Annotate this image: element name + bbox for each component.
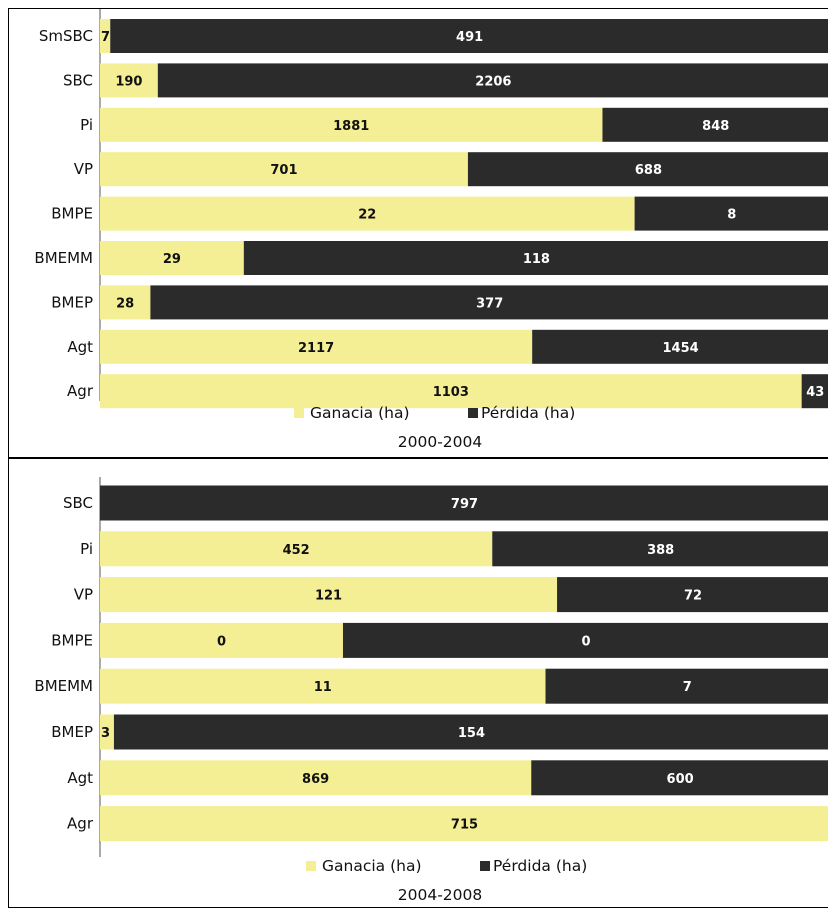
data-label-loss-bmep: 154: [458, 726, 485, 741]
category-label-vp: VP: [74, 160, 93, 178]
legend-label-loss: Pérdida (ha): [493, 857, 587, 875]
data-label-loss-bmemm: 118: [523, 252, 550, 267]
data-label-gain-bmpe: 22: [358, 208, 376, 223]
data-label-loss-sbc: 797: [451, 497, 478, 512]
legend-swatch-loss: [468, 408, 478, 418]
data-label-loss-bmpe: 0: [581, 634, 590, 649]
category-label-smsbc: SmSBC: [39, 27, 93, 45]
legend-label-gain: Ganacia (ha): [322, 857, 422, 875]
data-label-gain-agr: 715: [451, 818, 478, 833]
legend-swatch-gain: [306, 861, 316, 871]
legend-label-gain: Ganacia (ha): [310, 404, 410, 422]
legend-swatch-gain: [294, 408, 304, 418]
data-label-loss-vp: 72: [684, 589, 702, 604]
category-label-agt: Agt: [67, 338, 93, 356]
category-label-bmep: BMEP: [51, 723, 93, 741]
data-label-gain-sbc: 190: [115, 74, 142, 89]
data-label-loss-bmep: 377: [476, 296, 503, 311]
data-label-gain-bmemm: 29: [163, 252, 181, 267]
data-label-loss-pi: 848: [702, 119, 729, 134]
category-label-pi: Pi: [80, 116, 93, 134]
data-label-loss-vp: 688: [635, 163, 662, 178]
legend-label-loss: Pérdida (ha): [481, 404, 575, 422]
data-label-gain-vp: 121: [315, 589, 342, 604]
period-label: 2004-2008: [398, 886, 483, 904]
category-label-sbc: SBC: [63, 494, 93, 512]
data-label-gain-bmep: 3: [101, 726, 110, 741]
category-label-bmep: BMEP: [51, 293, 93, 311]
data-label-loss-bmemm: 7: [683, 680, 692, 695]
data-label-gain-bmpe: 0: [217, 634, 226, 649]
category-label-bmpe: BMPE: [51, 205, 93, 223]
data-label-loss-sbc: 2206: [475, 74, 511, 89]
category-label-sbc: SBC: [63, 71, 93, 89]
category-label-bmemm: BMEMM: [34, 249, 93, 267]
data-label-gain-agr: 1103: [433, 385, 469, 400]
data-label-gain-agt: 2117: [298, 341, 334, 356]
category-label-agr: Agr: [67, 382, 94, 400]
data-label-loss-smsbc: 491: [456, 30, 483, 45]
data-label-gain-bmep: 28: [116, 296, 134, 311]
legend-swatch-loss: [480, 861, 490, 871]
category-label-vp: VP: [74, 586, 93, 604]
category-label-bmpe: BMPE: [51, 631, 93, 649]
chart-panel-2000-2004: SmSBC 7 491 SBC 190 2206 Pi 1881 848 VP 701 688 BMPE…: [8, 8, 828, 458]
data-label-loss-agr: 43: [806, 385, 824, 400]
data-label-loss-pi: 388: [647, 543, 674, 558]
data-label-gain-bmemm: 11: [314, 680, 332, 695]
category-label-pi: Pi: [80, 540, 93, 558]
data-label-loss-bmpe: 8: [727, 208, 736, 223]
period-label: 2000-2004: [398, 433, 483, 451]
chart-panel-2004-2008: SBC 797 Pi 452 388 VP 121 72 BMPE 0 0 BMEMM 11 7 BMEP 3…: [8, 458, 828, 908]
data-label-gain-pi: 1881: [333, 119, 369, 134]
data-label-loss-agt: 1454: [662, 341, 698, 356]
category-label-agr: Agr: [67, 815, 94, 833]
category-label-agt: Agt: [67, 769, 93, 787]
data-label-gain-smsbc: 7: [101, 30, 110, 45]
bar-chart-2000-2004: SmSBC 7 491 SBC 190 2206 Pi 1881 848 VP 701 688 BMPE…: [9, 9, 828, 459]
bar-chart-2004-2008: SBC 797 Pi 452 388 VP 121 72 BMPE 0 0 BMEMM 11 7 BMEP 3…: [9, 459, 828, 909]
category-label-bmemm: BMEMM: [34, 677, 93, 695]
data-label-gain-vp: 701: [270, 163, 297, 178]
data-label-loss-agt: 600: [667, 772, 694, 787]
data-label-gain-agt: 869: [302, 772, 329, 787]
data-label-gain-pi: 452: [283, 543, 310, 558]
